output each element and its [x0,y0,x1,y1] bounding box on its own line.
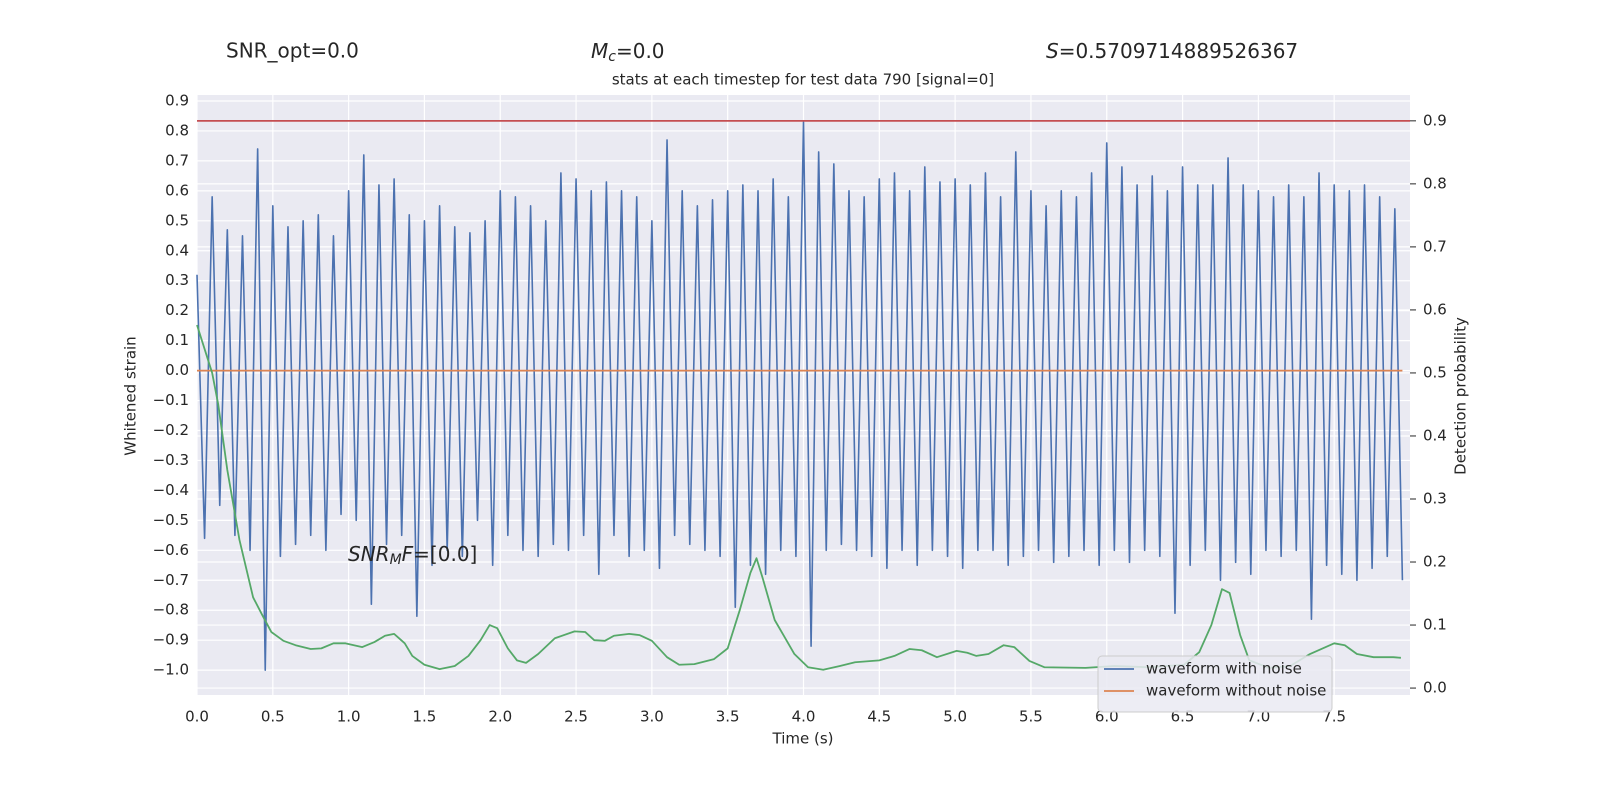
y-tick-label: 0.3 [165,271,189,289]
y-tick-label: 0.4 [165,241,189,259]
y2-axis-label: Detection probability [1452,317,1470,475]
labels: 0.0 0.5 1.0 1.5 2.0 2.5 3.0 3.5 4.0 4.5 5.0 5.5 6.0 6… [153,91,1447,725]
x-tick-label: 4.0 [792,708,816,726]
y-tick-label: −0.6 [153,541,189,559]
chirp-mass: Mc=0.0 [591,39,665,66]
annotation: SNRMF=[0.0] [348,542,477,569]
y2-tick-label: 0.5 [1423,363,1447,381]
legend-box [1097,655,1333,713]
y-tick-label: 0.0 [165,361,189,379]
symbol: F [402,542,414,566]
y2-tick-label: 0.0 [1423,679,1447,697]
y-tick-label: −0.5 [153,511,189,529]
x-tick-label: 5.0 [943,708,967,726]
symbol: SNR [348,542,390,566]
y-tick-label: 0.8 [165,121,189,139]
series-line [196,121,1404,671]
y-tick-label: 0.6 [165,181,189,199]
legend-label: waveform without noise [1146,682,1326,700]
subscript: c [608,49,616,65]
y2-tick-label: 0.9 [1423,111,1447,129]
x-tick-label: 3.0 [640,708,664,726]
y-tick-label: −0.4 [153,481,189,499]
symbol: S [1046,39,1059,63]
value: =[0.0] [413,542,477,566]
value: =0.5709714889526367 [1059,39,1298,63]
y-tick-label: −0.8 [153,601,189,619]
y2-tick-label: 0.2 [1423,553,1447,571]
y-axis-label: Whitened strain [122,336,140,455]
subscript: M [390,552,402,568]
x-tick-label: 0.5 [261,708,285,726]
x-tick-label: 1.5 [413,708,437,726]
value: =0.0 [616,39,665,63]
y-tick-label: 0.5 [165,211,189,229]
chart-title: stats at each timestep for test data 790… [612,71,994,89]
y-tick-label: 0.2 [165,301,189,319]
x-axis-label: Time (s) [772,730,834,748]
y2-tick-label: 0.6 [1423,300,1447,318]
x-tick-label: 2.5 [564,708,588,726]
y2-tick-label: 0.7 [1423,237,1447,255]
x-tick-label: 4.5 [867,708,891,726]
y-tick-label: −0.2 [153,421,189,439]
snr-opt: SNR_opt=0.0 [226,39,359,63]
legend: waveform with noise waveform without nois… [1097,655,1333,713]
y-tick-label: 0.1 [165,331,189,349]
y2-tick-label: 0.8 [1423,174,1447,192]
x-tick-label: 5.5 [1019,708,1043,726]
x-tick-label: 3.5 [716,708,740,726]
x-tick-label: 1.0 [337,708,361,726]
y-tick-label: −0.9 [153,631,189,649]
y-tick-label: 0.7 [165,151,189,169]
y2-tick-label: 0.1 [1423,616,1447,634]
y-tick-label: 0.9 [165,91,189,109]
x-tick-label: 2.0 [488,708,512,726]
y-tick-label: −0.7 [153,571,189,589]
s-stat: S=0.5709714889526367 [1046,39,1298,63]
y2-tick-label: 0.4 [1423,426,1447,444]
y-tick-label: −1.0 [153,661,189,679]
x-tick-label: 0.0 [185,708,209,726]
symbol: M [591,39,608,63]
y2-tick-label: 0.3 [1423,489,1447,507]
y-tick-label: −0.1 [153,391,189,409]
y-tick-label: −0.3 [153,451,189,469]
legend-label: waveform with noise [1146,660,1302,678]
